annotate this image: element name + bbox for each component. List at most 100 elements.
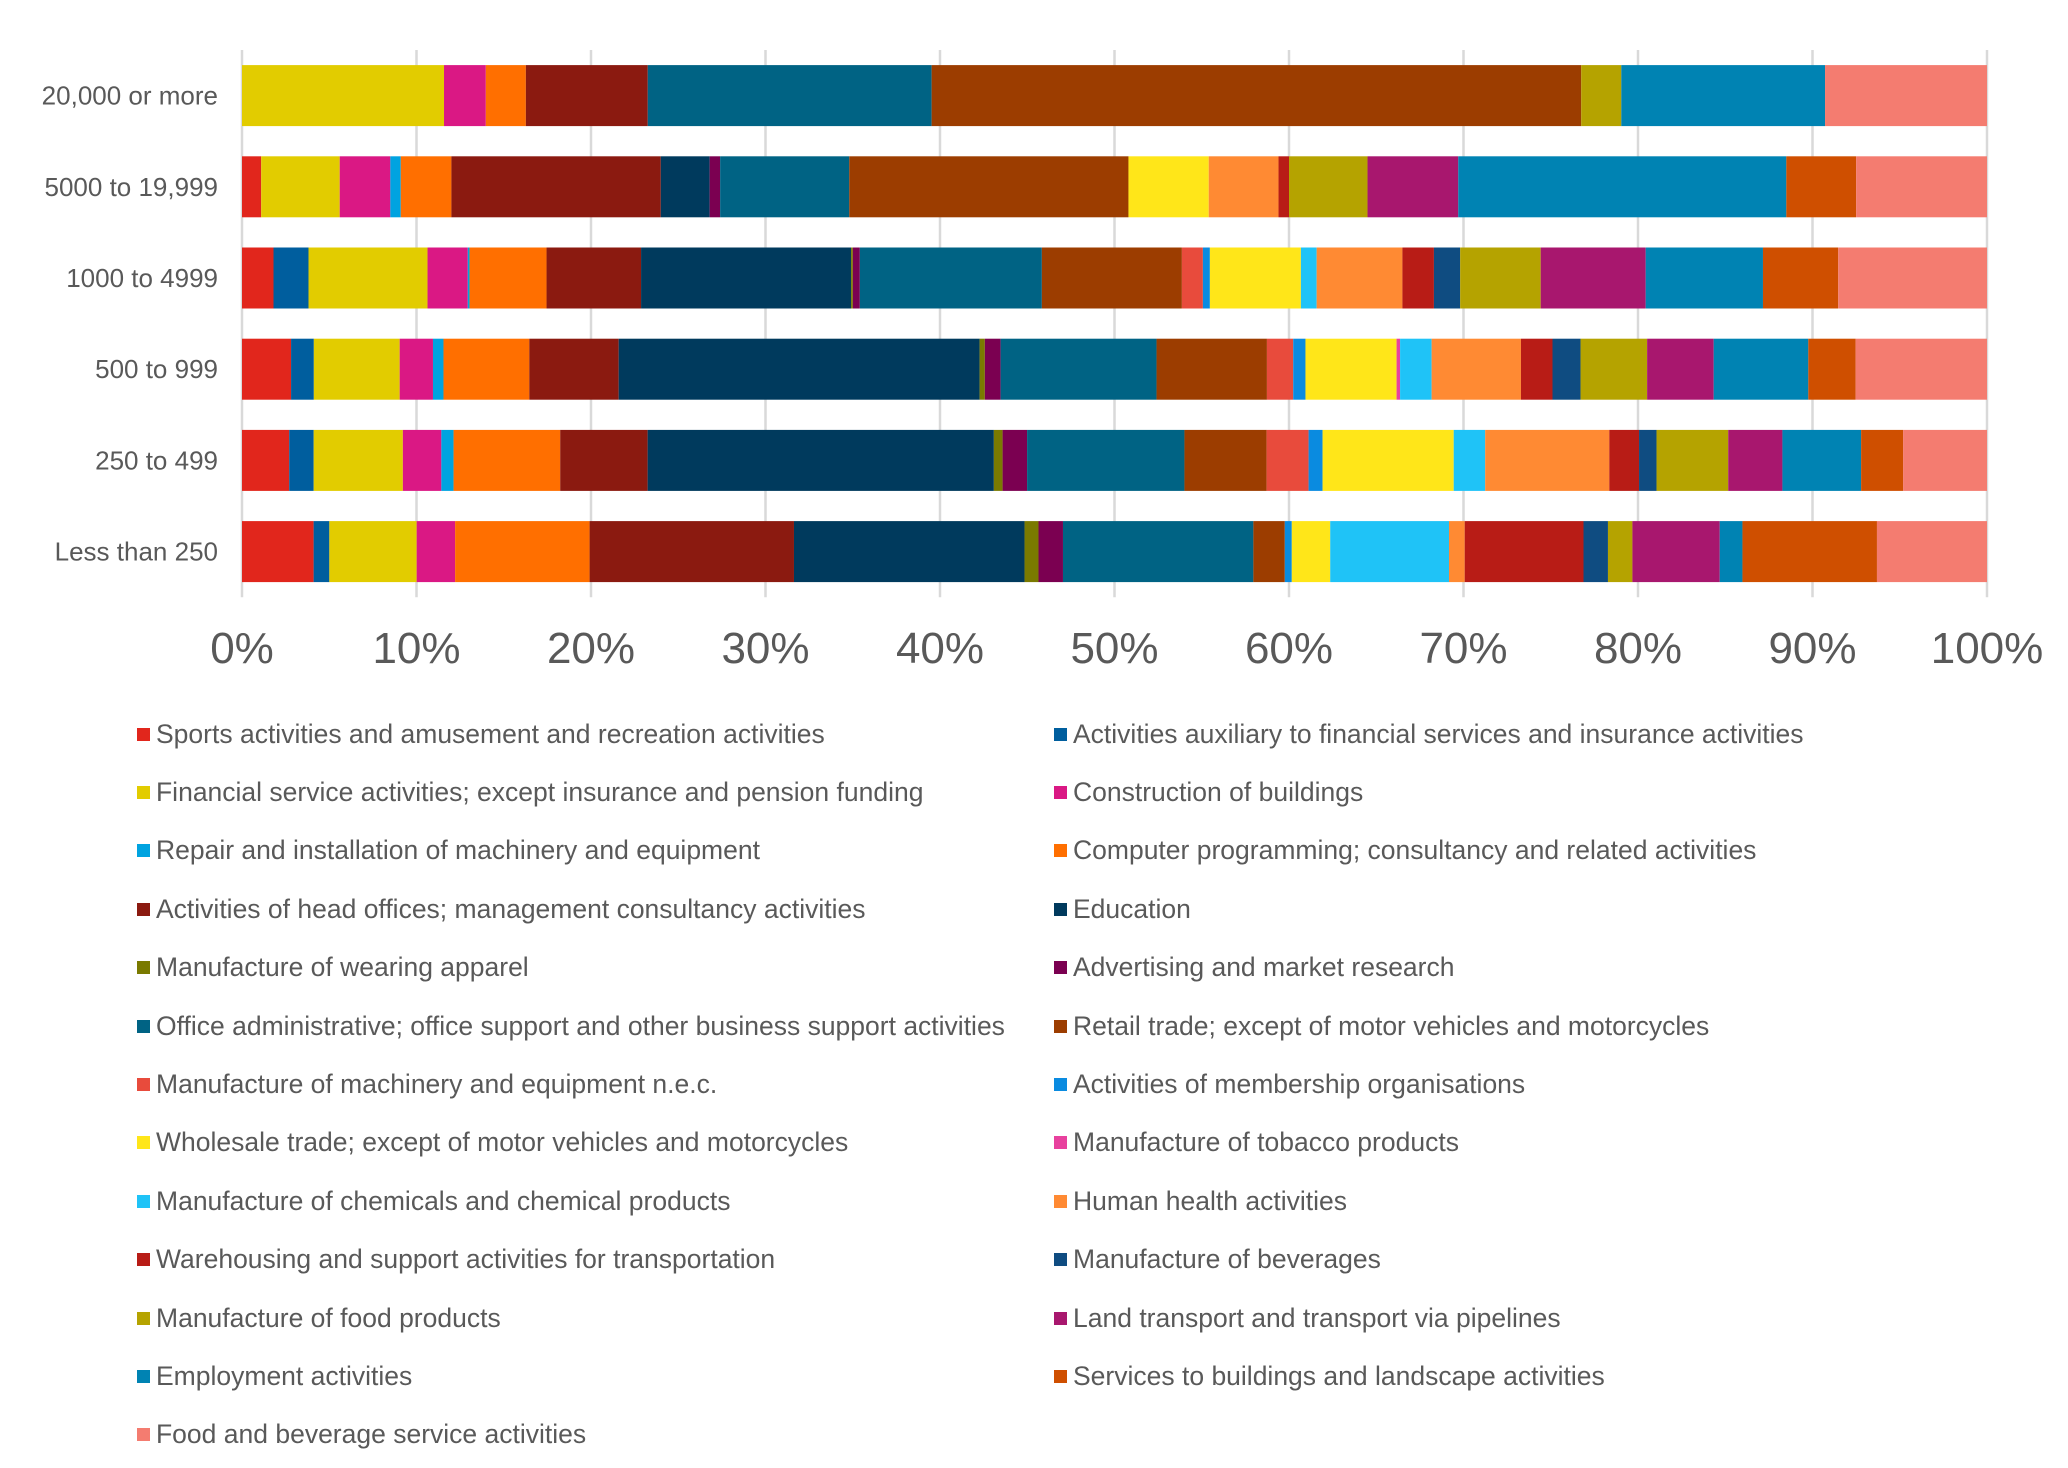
bar-segment xyxy=(1402,247,1434,309)
bar-segment xyxy=(443,338,530,400)
legend-label: Human health activities xyxy=(1073,1185,1347,1216)
bar-segment xyxy=(1062,521,1254,583)
bar-segment xyxy=(1583,521,1608,583)
bar-segments xyxy=(242,65,1987,583)
bar-segment xyxy=(1266,429,1309,491)
legend-swatch xyxy=(1054,1253,1067,1267)
legend-item: Manufacture of machinery and equipment n… xyxy=(137,1055,1054,1113)
bar-segment xyxy=(709,156,721,218)
bar-segment xyxy=(1041,247,1182,309)
legend-label: Employment activities xyxy=(156,1360,413,1391)
x-tick-label: 80% xyxy=(1594,624,1682,673)
bar-segment xyxy=(313,338,400,400)
bar-segment xyxy=(1460,247,1541,309)
legend-swatch xyxy=(137,844,150,858)
bar-segment xyxy=(313,429,403,491)
bar-segment xyxy=(455,521,590,583)
bar-segment xyxy=(1038,521,1063,583)
bar-segment xyxy=(1184,429,1267,491)
legend-swatch xyxy=(1054,1194,1067,1208)
bar-segment xyxy=(291,338,314,400)
legend-swatch xyxy=(137,1019,150,1033)
bar-segment xyxy=(1786,156,1857,218)
bar-segment xyxy=(1449,521,1465,583)
bar-segment xyxy=(1580,338,1648,400)
bar-segment xyxy=(329,521,417,583)
bar-segment xyxy=(1742,521,1877,583)
bar-segment xyxy=(467,247,470,309)
bar-segment xyxy=(529,338,619,400)
x-tick-label: 30% xyxy=(721,624,809,673)
bar-segment xyxy=(1278,156,1289,218)
legend-swatch xyxy=(137,1194,150,1208)
bar-segment xyxy=(451,156,661,218)
legend-label: Wholesale trade; except of motor vehicle… xyxy=(156,1127,849,1158)
legend-swatch xyxy=(1054,1311,1067,1325)
legend-swatch xyxy=(137,902,150,916)
bar-segment xyxy=(525,65,648,127)
bar-segment xyxy=(469,247,547,309)
legend: Sports activities and amusement and recr… xyxy=(137,705,2037,1464)
legend-item: Manufacture of food products xyxy=(137,1289,1054,1347)
bar-segment xyxy=(1202,247,1210,309)
legend-label: Manufacture of wearing apparel xyxy=(156,952,529,983)
bar-segment xyxy=(1464,521,1584,583)
legend-item: Employment activities xyxy=(137,1347,1054,1405)
legend-label: Retail trade; except of motor vehicles a… xyxy=(1073,1010,1710,1041)
bar-segment xyxy=(1284,521,1292,583)
legend-item: Retail trade; except of motor vehicles a… xyxy=(1054,997,2037,1055)
legend-item: Activities of head offices; management c… xyxy=(137,880,1054,938)
bar-segment xyxy=(1876,521,1987,583)
bar-segment xyxy=(1458,156,1787,218)
legend-label: Sports activities and amusement and recr… xyxy=(156,718,825,749)
bar-segment xyxy=(273,247,309,309)
bar-segment xyxy=(289,429,314,491)
bar-segment xyxy=(1305,338,1397,400)
bar-segment xyxy=(993,429,1003,491)
bar-segment xyxy=(1396,338,1401,400)
bar-segment xyxy=(1825,65,1987,127)
legend-item: Warehousing and support activities for t… xyxy=(137,1231,1054,1289)
legend-item: Manufacture of wearing apparel xyxy=(137,939,1054,997)
category-label: 5000 to 19,999 xyxy=(45,172,219,202)
legend-label: Advertising and market research xyxy=(1073,952,1455,983)
bar-segment xyxy=(859,247,1042,309)
bar-segment xyxy=(1002,429,1028,491)
bar-segment xyxy=(720,156,850,218)
bar-segment xyxy=(647,65,932,127)
bar-segment xyxy=(1024,521,1039,583)
bar-segment xyxy=(242,521,314,583)
category-labels: 20,000 or more 5000 to 19,999 1000 to 4999… xyxy=(42,81,218,567)
bar-segment xyxy=(1719,521,1743,583)
legend-item: Computer programming; consultancy and re… xyxy=(1054,822,2037,880)
x-tick-label: 50% xyxy=(1070,624,1158,673)
category-label: Less than 250 xyxy=(55,537,218,567)
legend-item: Human health activities xyxy=(1054,1172,2037,1230)
bar-segment xyxy=(313,521,330,583)
bar-segment xyxy=(390,156,401,218)
bar-segment xyxy=(441,429,454,491)
bar-segment xyxy=(1552,338,1581,400)
bar-segment xyxy=(1322,429,1454,491)
bar-segment xyxy=(1621,65,1826,127)
legend-swatch xyxy=(137,1078,150,1092)
bar-segment xyxy=(589,521,794,583)
gridlines xyxy=(240,50,1989,598)
legend-item: Activities auxiliary to financial servic… xyxy=(1054,705,2037,763)
bar-segment xyxy=(1607,521,1633,583)
legend-item: Services to buildings and landscape acti… xyxy=(1054,1347,2037,1405)
legend-item: Construction of buildings xyxy=(1054,763,2037,821)
bar-segment xyxy=(1639,429,1657,491)
x-tick-label: 40% xyxy=(896,624,984,673)
x-tick-label: 0% xyxy=(210,624,274,673)
bar-segment xyxy=(1808,338,1856,400)
bar-segment xyxy=(618,338,980,400)
legend-label: Financial service activities; except ins… xyxy=(156,777,924,808)
legend-item: Wholesale trade; except of motor vehicle… xyxy=(137,1114,1054,1172)
legend-swatch xyxy=(1054,844,1067,858)
legend-label: Food and beverage service activities xyxy=(156,1419,587,1450)
bar-segment xyxy=(1266,338,1294,400)
category-label: 250 to 499 xyxy=(95,445,218,475)
bar-segment xyxy=(852,247,860,309)
bar-segment xyxy=(849,156,1129,218)
